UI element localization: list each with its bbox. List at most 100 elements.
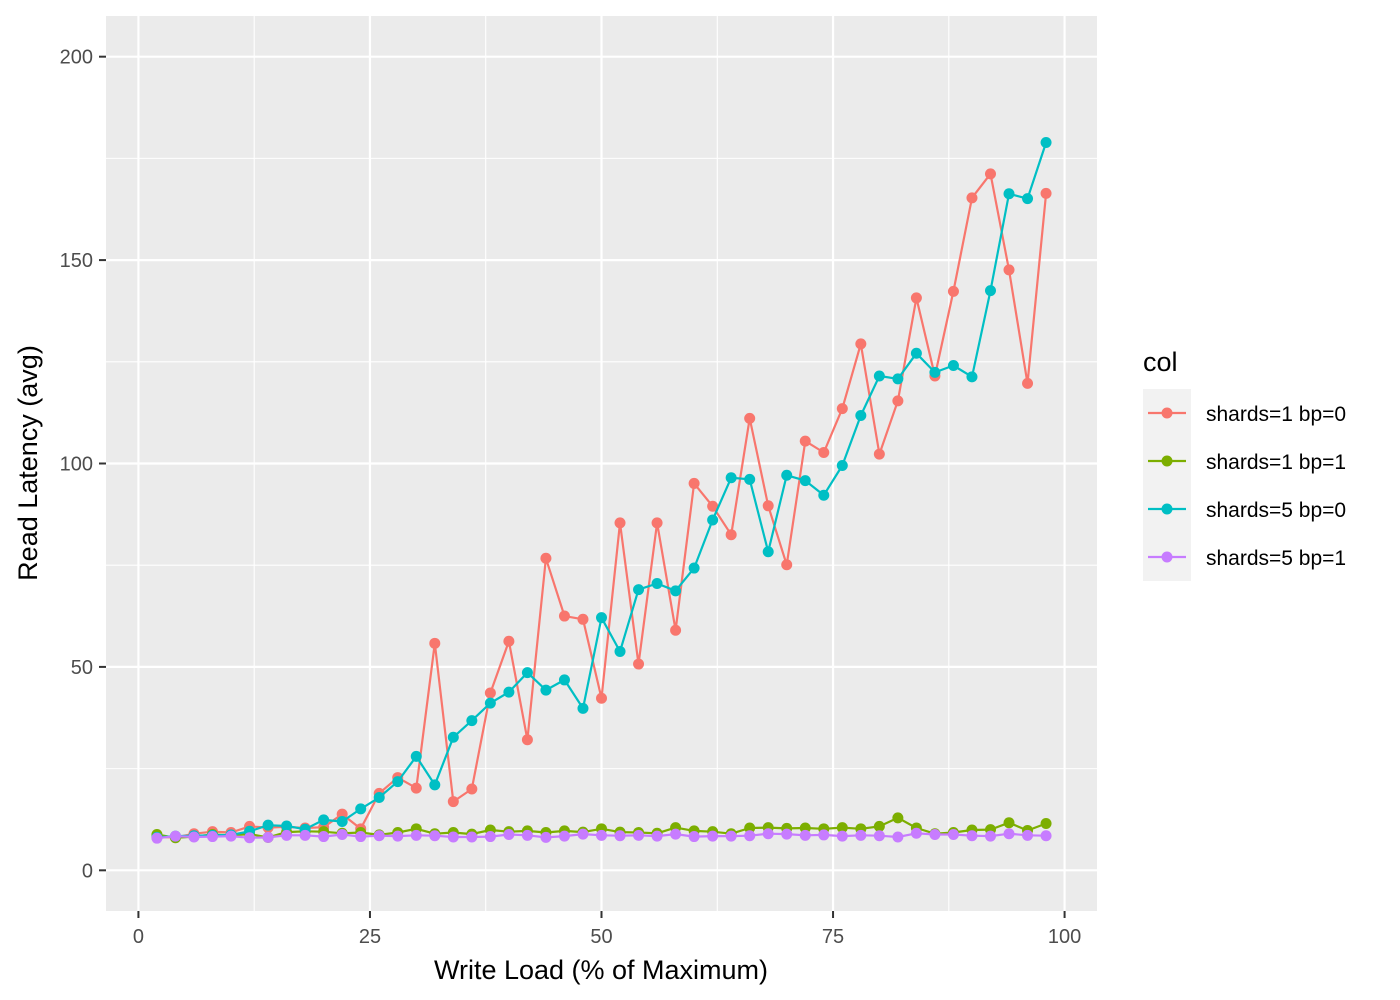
data-point-shards-5-bp-1 — [262, 831, 274, 843]
data-point-shards-5-bp-1 — [318, 831, 330, 843]
data-point-shards-5-bp-1 — [836, 830, 848, 842]
legend-label: shards=5 bp=0 — [1206, 499, 1346, 522]
data-point-shards-5-bp-1 — [707, 830, 719, 842]
data-point-shards-1-bp-1 — [1003, 817, 1015, 829]
data-point-shards-5-bp-1 — [466, 831, 478, 843]
data-point-shards-5-bp-0 — [484, 697, 496, 709]
y-tick-label: 50 — [71, 657, 93, 679]
data-point-shards-5-bp-1 — [392, 830, 404, 842]
data-point-shards-5-bp-0 — [281, 820, 293, 832]
data-point-shards-1-bp-0 — [984, 168, 996, 180]
series-layer — [151, 137, 1052, 844]
data-point-shards-1-bp-0 — [540, 552, 552, 564]
data-point-shards-5-bp-0 — [558, 674, 570, 686]
data-point-shards-5-bp-0 — [318, 814, 330, 826]
data-point-shards-5-bp-1 — [744, 830, 756, 842]
data-point-shards-5-bp-0 — [262, 819, 274, 831]
data-point-shards-5-bp-0 — [466, 715, 478, 727]
data-point-shards-5-bp-1 — [577, 828, 589, 840]
series-shards-5-bp-0 — [151, 137, 1052, 843]
data-point-shards-5-bp-0 — [725, 472, 737, 484]
data-point-shards-1-bp-0 — [892, 395, 904, 407]
data-point-shards-5-bp-1 — [855, 829, 867, 841]
data-point-shards-5-bp-1 — [984, 830, 996, 842]
data-point-shards-1-bp-0 — [799, 435, 811, 447]
data-point-shards-5-bp-0 — [503, 686, 515, 698]
data-point-shards-1-bp-0 — [818, 447, 830, 459]
data-point-shards-5-bp-1 — [484, 831, 496, 843]
data-point-shards-1-bp-0 — [966, 192, 978, 204]
data-point-shards-5-bp-0 — [336, 816, 348, 827]
data-point-shards-1-bp-0 — [1040, 187, 1052, 199]
data-point-shards-5-bp-1 — [151, 832, 163, 844]
data-point-shards-5-bp-0 — [799, 475, 811, 487]
data-point-shards-5-bp-1 — [207, 831, 219, 843]
data-point-shards-5-bp-0 — [818, 489, 830, 501]
x-axis-title: Write Load (% of Maximum) — [434, 955, 768, 985]
data-point-shards-1-bp-0 — [447, 796, 459, 808]
data-point-shards-5-bp-1 — [910, 827, 922, 839]
data-point-shards-5-bp-0 — [1022, 193, 1034, 205]
data-point-shards-5-bp-0 — [1040, 137, 1052, 149]
data-point-shards-5-bp-0 — [707, 514, 719, 526]
legend-label: shards=1 bp=1 — [1206, 451, 1346, 474]
x-tick-label: 0 — [133, 926, 144, 948]
data-point-shards-5-bp-1 — [410, 829, 422, 841]
data-point-shards-1-bp-0 — [577, 613, 589, 625]
data-point-shards-5-bp-1 — [929, 829, 941, 841]
data-point-shards-5-bp-1 — [336, 829, 348, 841]
data-point-shards-5-bp-1 — [503, 829, 515, 841]
data-point-shards-5-bp-1 — [725, 830, 737, 842]
data-point-shards-5-bp-0 — [1003, 188, 1015, 200]
data-point-shards-5-bp-1 — [873, 830, 885, 842]
data-point-shards-5-bp-0 — [670, 585, 682, 597]
data-point-shards-5-bp-1 — [762, 828, 774, 840]
data-point-shards-1-bp-0 — [947, 285, 959, 297]
data-point-shards-5-bp-0 — [836, 460, 848, 472]
data-point-shards-5-bp-0 — [373, 791, 385, 803]
data-point-shards-5-bp-1 — [373, 830, 385, 842]
data-point-shards-5-bp-1 — [558, 830, 570, 842]
data-point-shards-1-bp-0 — [670, 624, 682, 636]
data-point-shards-5-bp-1 — [299, 829, 311, 841]
data-point-shards-1-bp-0 — [410, 782, 422, 794]
data-point-shards-1-bp-1 — [744, 822, 756, 834]
data-point-shards-5-bp-0 — [447, 731, 459, 743]
data-point-shards-5-bp-0 — [744, 473, 756, 485]
data-point-shards-1-bp-0 — [781, 559, 793, 571]
data-point-shards-5-bp-0 — [966, 371, 978, 383]
data-point-shards-5-bp-0 — [392, 776, 404, 788]
data-point-shards-5-bp-0 — [688, 562, 700, 574]
data-point-shards-5-bp-1 — [1040, 830, 1052, 842]
data-point-shards-5-bp-1 — [688, 831, 700, 843]
data-point-shards-1-bp-1 — [1040, 818, 1052, 830]
y-tick-label: 0 — [82, 860, 93, 882]
y-tick-label: 200 — [60, 47, 93, 69]
data-point-shards-5-bp-1 — [188, 831, 200, 843]
data-point-shards-5-bp-1 — [614, 830, 626, 842]
data-point-shards-5-bp-1 — [1022, 829, 1034, 841]
x-tick-label: 50 — [590, 926, 612, 948]
data-point-shards-1-bp-1 — [836, 822, 848, 834]
data-point-shards-5-bp-1 — [799, 829, 811, 841]
data-point-shards-5-bp-0 — [614, 645, 626, 657]
legend: col shards=1 bp=0 shards=1 bp=1 shards=5 b… — [1143, 347, 1346, 581]
x-tick-label: 25 — [359, 926, 381, 948]
data-point-shards-5-bp-1 — [818, 829, 830, 841]
y-tick-label: 150 — [60, 250, 93, 272]
x-tick-label: 100 — [1048, 926, 1081, 948]
data-point-shards-5-bp-1 — [966, 830, 978, 842]
data-point-shards-1-bp-0 — [614, 517, 626, 529]
data-point-shards-5-bp-0 — [633, 584, 645, 596]
data-point-shards-5-bp-1 — [1003, 828, 1015, 840]
data-point-shards-5-bp-1 — [633, 829, 645, 841]
legend-key-point — [1161, 503, 1173, 515]
data-point-shards-5-bp-0 — [910, 347, 922, 359]
series-shards-5-bp-1 — [151, 827, 1052, 844]
data-point-shards-5-bp-1 — [670, 828, 682, 840]
data-point-shards-5-bp-0 — [596, 612, 607, 624]
data-point-shards-5-bp-1 — [651, 830, 663, 842]
data-point-shards-5-bp-0 — [929, 366, 941, 378]
data-point-shards-5-bp-0 — [762, 546, 774, 558]
